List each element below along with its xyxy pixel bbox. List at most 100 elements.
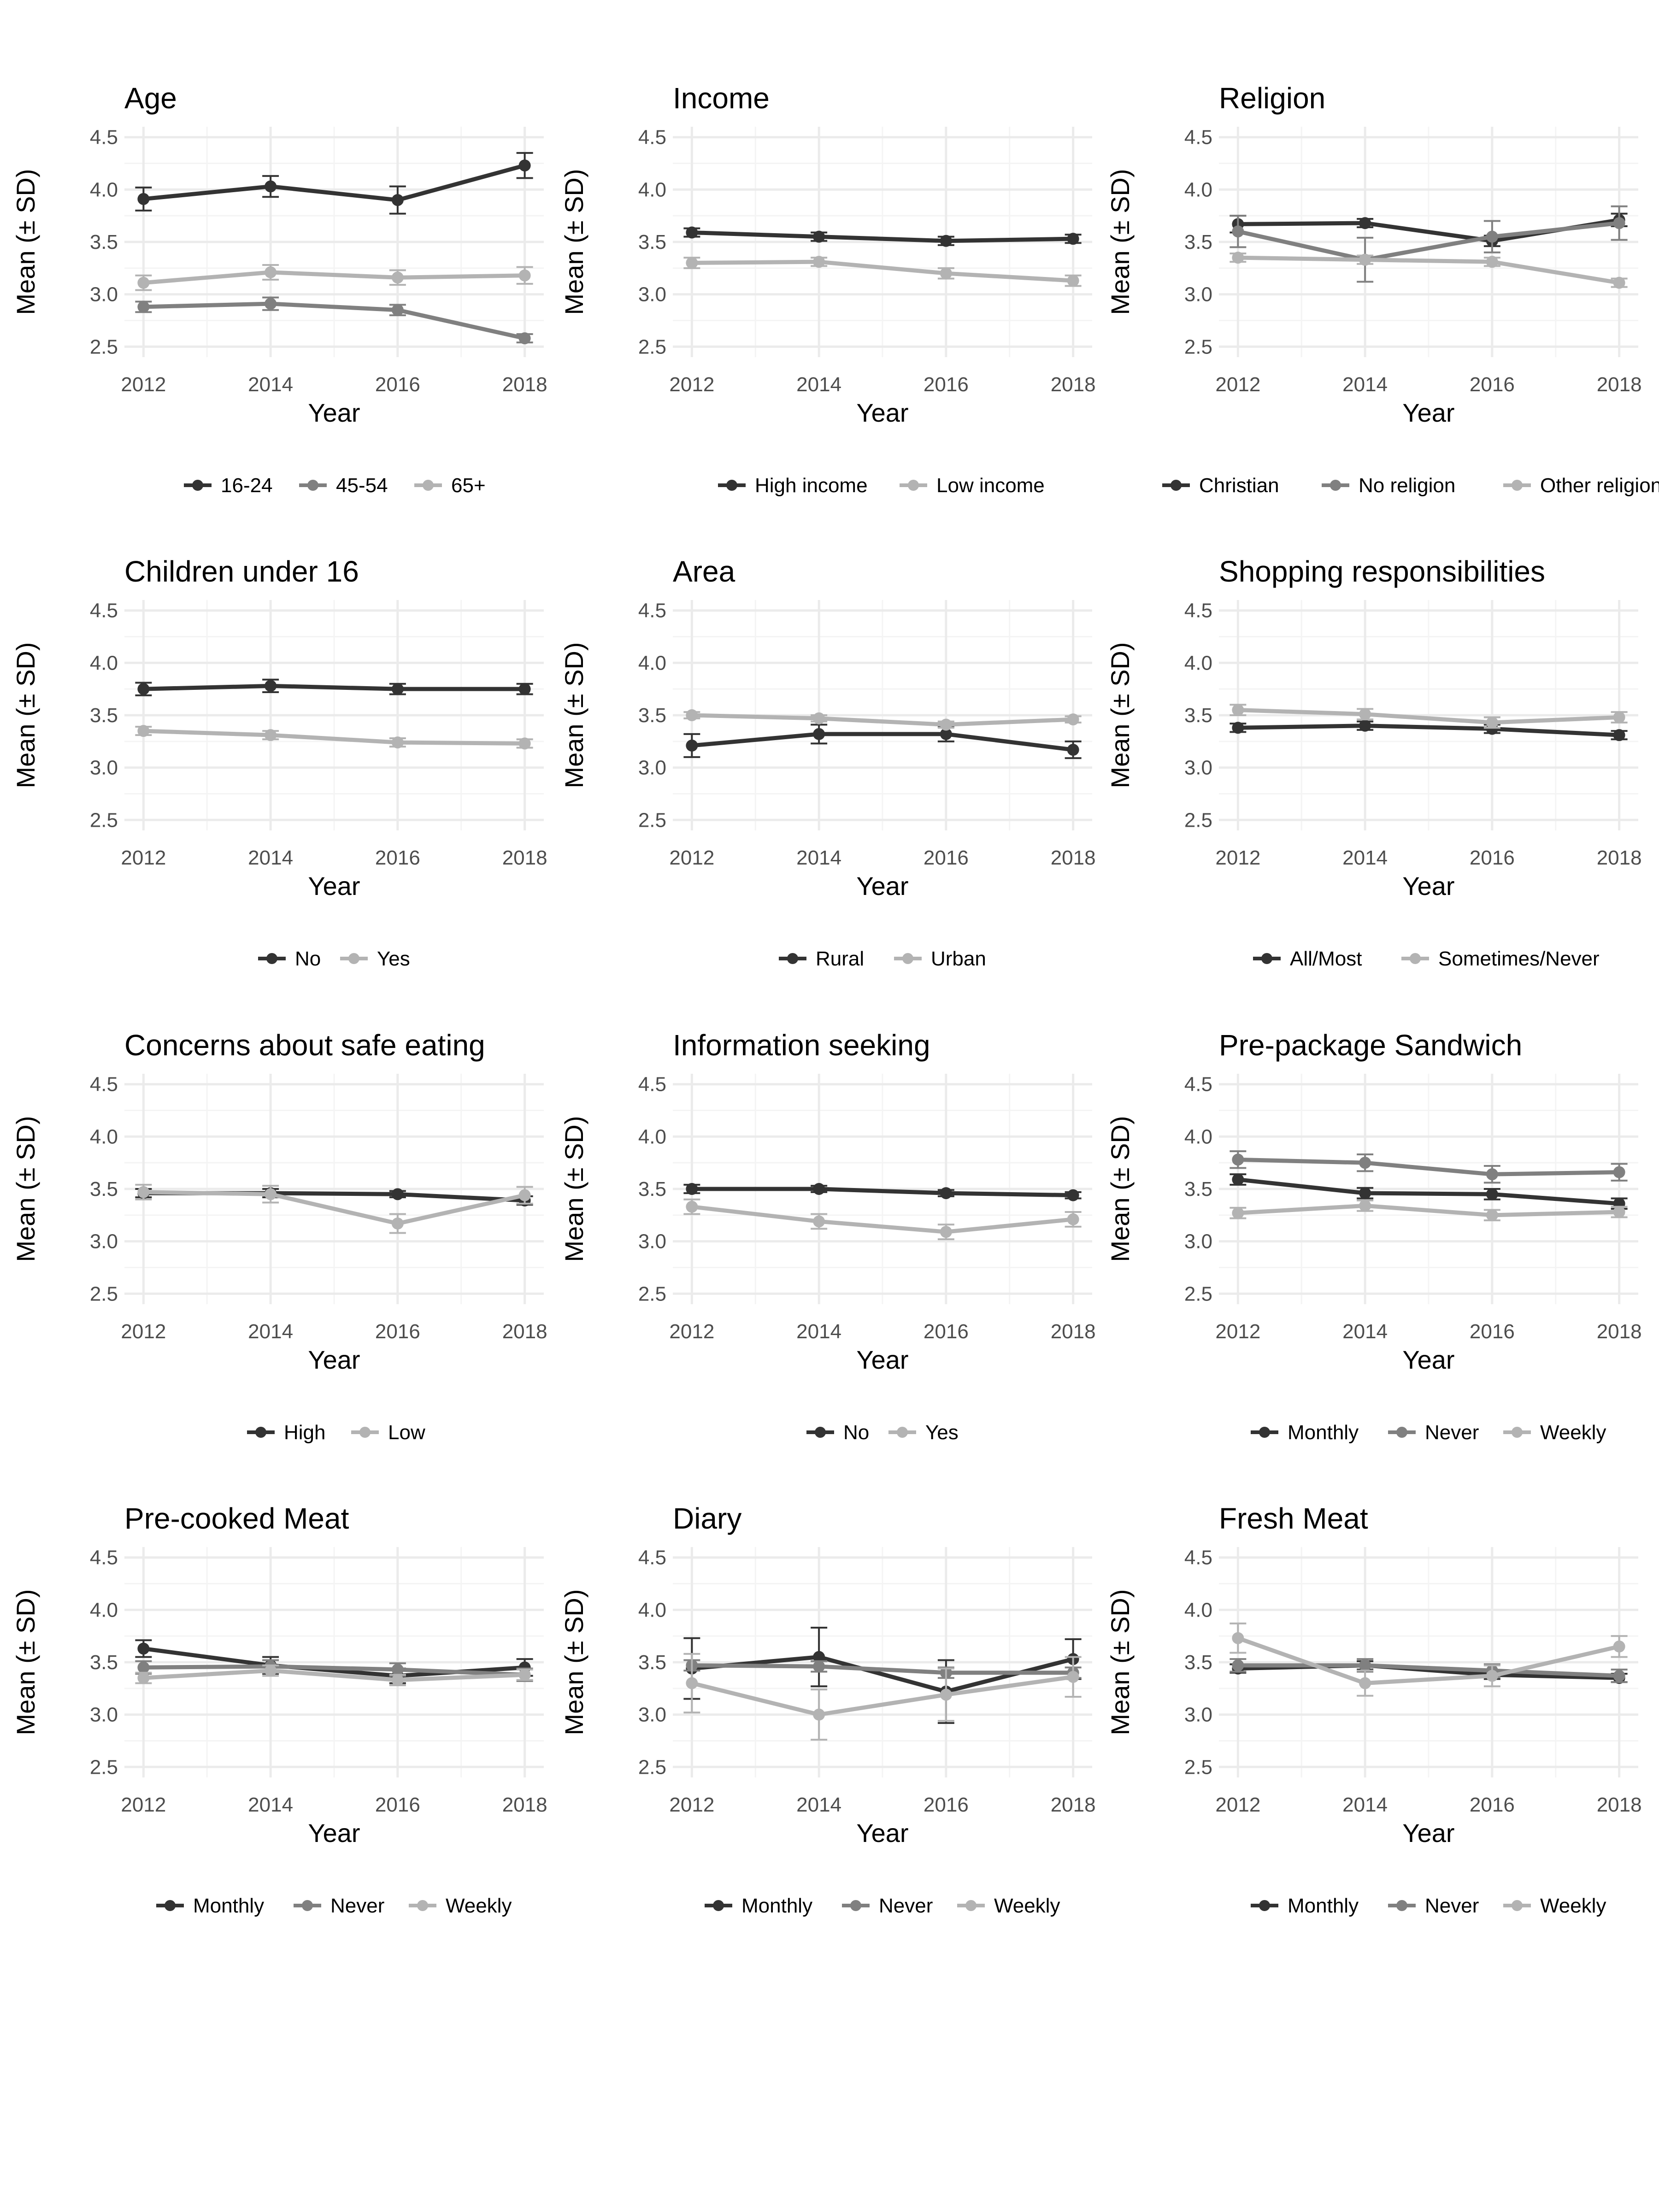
- x-axis-title: Year: [308, 1818, 360, 1847]
- y-tick-label: 3.0: [638, 283, 666, 306]
- x-tick-label: 2016: [924, 1794, 969, 1816]
- x-tick-label: 2012: [121, 373, 166, 396]
- series-line: [1238, 1663, 1619, 1678]
- legend-label: No: [843, 1421, 869, 1444]
- x-tick-label: 2016: [1470, 373, 1515, 396]
- legend-label: Sometimes/Never: [1438, 947, 1600, 970]
- series-weekly: [135, 1664, 533, 1686]
- y-tick-label: 4.5: [1184, 600, 1212, 622]
- data-point: [1232, 722, 1244, 734]
- y-tick-label: 3.0: [638, 757, 666, 779]
- data-point: [686, 226, 698, 239]
- data-point: [137, 276, 150, 289]
- legend: 16-24 45-54 65+: [184, 474, 486, 497]
- x-tick-label: 2012: [1215, 847, 1260, 869]
- data-point: [1067, 1213, 1079, 1225]
- legend-label: Monthly: [1288, 1421, 1359, 1444]
- legend-key-point: [192, 480, 203, 491]
- data-point: [518, 1189, 531, 1201]
- y-tick-label: 3.0: [638, 1230, 666, 1253]
- legend-key-point: [1259, 1427, 1270, 1438]
- x-tick-label: 2014: [248, 373, 293, 396]
- panel-5: 2.5 3.0 3.5 4.0 4.5 2012 2014 2016 2018 Area Year M…: [559, 555, 1096, 970]
- legend-key-point: [1259, 1900, 1270, 1911]
- y-tick-label: 3.5: [90, 1651, 118, 1674]
- panel-6: 2.5 3.0 3.5 4.0 4.5 2012 2014 2016 2018 Shopping …: [1106, 555, 1642, 970]
- x-axis-title: Year: [856, 871, 908, 900]
- panel-11: 2.5 3.0 3.5 4.0 4.5 2012 2014 2016 2018 Diary Year…: [559, 1502, 1096, 1917]
- data-point: [686, 709, 698, 721]
- legend-key-point: [897, 1427, 908, 1438]
- x-axis-title: Year: [1402, 398, 1454, 427]
- legend-key-point: [965, 1900, 977, 1911]
- data-point: [137, 1672, 150, 1684]
- legend: All/Most Sometimes/Never: [1253, 947, 1600, 970]
- x-tick-label: 2016: [1470, 1794, 1515, 1816]
- legend-label: Low income: [936, 474, 1045, 497]
- legend: Monthly Never Weekly: [1251, 1421, 1606, 1444]
- legend-label: Never: [1425, 1421, 1479, 1444]
- series-line: [143, 1664, 525, 1677]
- data-point: [391, 1663, 404, 1676]
- data-point: [1067, 233, 1079, 245]
- y-tick-label: 3.0: [90, 1704, 118, 1726]
- legend-label: Other religion: [1540, 474, 1659, 497]
- series-line: [692, 230, 1073, 243]
- panel-title: Area: [673, 555, 735, 588]
- data-point: [1613, 729, 1625, 741]
- legend-key-point: [1330, 480, 1341, 491]
- data-point: [813, 1215, 825, 1228]
- data-point: [265, 298, 277, 310]
- y-tick-label: 4.5: [638, 600, 666, 622]
- panel-title: Children under 16: [124, 555, 359, 588]
- legend-label: Urban: [931, 947, 986, 970]
- legend-label: No: [295, 947, 321, 970]
- panel-title: Income: [673, 82, 770, 115]
- x-tick-label: 2018: [502, 373, 547, 396]
- legend: Rural Urban: [779, 947, 986, 970]
- x-axis-title: Year: [1402, 1345, 1454, 1374]
- data-point: [518, 737, 531, 750]
- y-tick-label: 2.5: [90, 1282, 118, 1305]
- data-point: [137, 1186, 150, 1198]
- series-16-24: [135, 152, 533, 215]
- legend-key-point: [787, 953, 798, 964]
- series-high-income: [683, 226, 1082, 247]
- x-tick-label: 2012: [121, 1794, 166, 1816]
- y-axis-title: Mean (± SD): [1106, 1116, 1135, 1262]
- legend-item: No religion: [1322, 474, 1455, 497]
- legend-label: Low: [388, 1421, 425, 1444]
- data-point: [813, 1660, 825, 1673]
- legend-key-point: [359, 1427, 371, 1438]
- x-tick-label: 2012: [1215, 1320, 1260, 1343]
- series-yes: [135, 725, 533, 750]
- data-point: [391, 736, 404, 749]
- x-tick-label: 2014: [248, 1320, 293, 1343]
- x-tick-label: 2012: [121, 847, 166, 869]
- legend: Christian No religion Other religion: [1162, 474, 1659, 497]
- data-point: [940, 718, 952, 731]
- series-urban: [683, 709, 1082, 731]
- x-tick-label: 2012: [1215, 373, 1260, 396]
- series-line: [143, 270, 525, 285]
- data-point: [265, 1188, 277, 1200]
- legend-item: Low: [351, 1421, 425, 1444]
- data-point: [1359, 1187, 1371, 1200]
- x-tick-label: 2012: [669, 847, 714, 869]
- legend-key-point: [255, 1427, 266, 1438]
- data-point: [137, 193, 150, 205]
- data-point: [1359, 253, 1371, 266]
- series-line: [692, 1663, 1073, 1675]
- data-point: [391, 1674, 404, 1686]
- x-tick-label: 2018: [1051, 373, 1096, 396]
- y-axis-title: Mean (± SD): [1106, 169, 1135, 315]
- series-line: [1238, 1157, 1619, 1177]
- series-low: [135, 1183, 533, 1234]
- y-axis-title: Mean (± SD): [559, 1589, 588, 1735]
- data-point: [686, 257, 698, 269]
- x-axis-title: Year: [1402, 1818, 1454, 1847]
- legend-label: Never: [879, 1894, 933, 1917]
- series-no: [683, 1183, 1082, 1201]
- series-line: [691, 1205, 1074, 1234]
